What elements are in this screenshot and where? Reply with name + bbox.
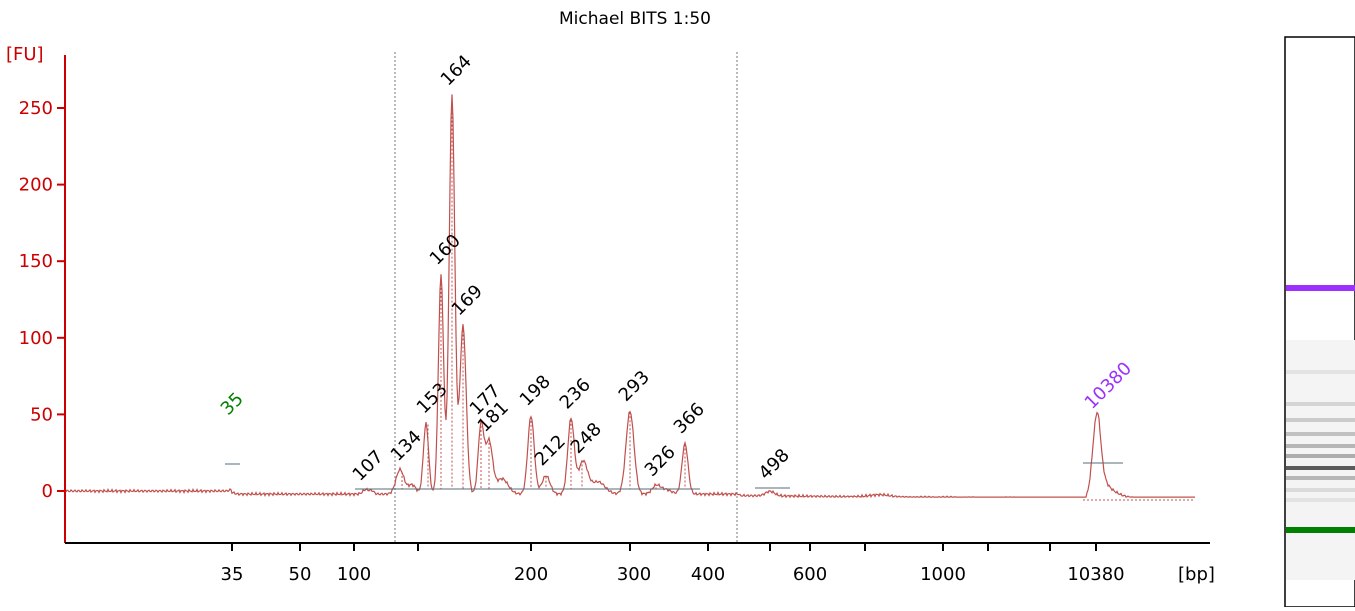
- x-tick-label: 400: [691, 564, 725, 585]
- x-tick-label: 300: [617, 564, 651, 585]
- trace-layer: [65, 94, 1195, 501]
- peak-label-10380: 10380: [1081, 358, 1136, 413]
- peak-label-236: 236: [556, 374, 595, 413]
- peak-label-198: 198: [516, 371, 555, 410]
- y-tick-label: 150: [19, 251, 53, 272]
- gel-lower-marker-band: [1286, 527, 1355, 533]
- peak-label-293: 293: [615, 367, 654, 406]
- peak-label-326: 326: [641, 442, 680, 481]
- peak-label-169: 169: [448, 281, 487, 320]
- y-axis-label: [FU]: [6, 44, 44, 65]
- gel-sample-band: [1286, 466, 1355, 470]
- gel-lane-smear: [1286, 340, 1355, 580]
- gel-sample-band: [1286, 476, 1355, 480]
- peak-label-160: 160: [426, 230, 465, 269]
- chart-title: Michael BITS 1:50: [559, 9, 711, 29]
- gel-sample-band: [1286, 498, 1355, 502]
- x-tick-label: 100: [337, 564, 371, 585]
- y-tick-label: 250: [19, 98, 53, 119]
- peak-label-35: 35: [217, 389, 248, 420]
- gel-sample-band: [1286, 432, 1355, 436]
- y-tick-label: 200: [19, 175, 53, 196]
- reference-lines: [394, 52, 738, 543]
- y-tick-label: 100: [19, 328, 53, 349]
- peak-label-134: 134: [387, 426, 426, 465]
- x-tick-label: 600: [793, 564, 827, 585]
- gel-upper-marker-band: [1286, 285, 1355, 291]
- axes: 0 50 100 150 200 250 35 50 100 200 300 400 600 1000 10…: [19, 55, 1210, 585]
- gel-sample-band: [1286, 454, 1355, 458]
- x-tick-label: 200: [514, 564, 548, 585]
- peak-label-498: 498: [755, 445, 794, 484]
- peak-label-107: 107: [349, 446, 388, 485]
- peak-label-164: 164: [437, 51, 476, 90]
- y-tick-label: 50: [30, 404, 53, 425]
- peak-label-366: 366: [670, 399, 709, 438]
- gel-image: [1284, 36, 1355, 608]
- gel-sample-band: [1286, 418, 1355, 422]
- gel-sample-band: [1286, 488, 1355, 492]
- x-tick-label: 50: [289, 564, 312, 585]
- x-axis-label: [bp]: [1178, 564, 1215, 585]
- x-tick-label: 35: [221, 564, 244, 585]
- peak-label-212: 212: [531, 431, 570, 470]
- x-tick-label: 10380: [1067, 564, 1124, 585]
- gel-sample-band: [1286, 402, 1355, 406]
- gel-sample-band: [1286, 370, 1355, 374]
- y-tick-label: 0: [42, 481, 53, 502]
- gel-sample-band: [1286, 444, 1355, 448]
- x-tick-label: 1000: [920, 564, 966, 585]
- peak-labels: 3510713415316016416917718119821223624829…: [217, 51, 1136, 489]
